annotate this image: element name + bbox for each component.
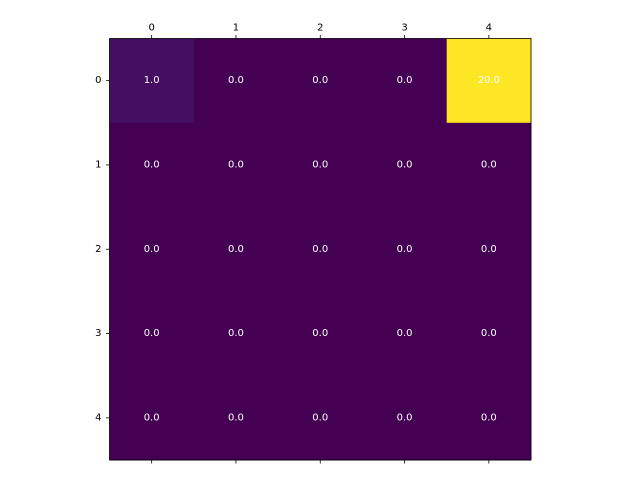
- y-tick-label-3: 3: [95, 328, 101, 339]
- cell-label-1-0: 0.0: [144, 159, 160, 170]
- cell-label-4-2: 0.0: [312, 412, 328, 423]
- heatmap-cell-3-3: [362, 291, 448, 377]
- cell-label-3-1: 0.0: [228, 328, 244, 339]
- heatmap-cell-1-2: [278, 122, 363, 208]
- cell-label-2-1: 0.0: [228, 244, 244, 255]
- cell-label-1-3: 0.0: [397, 159, 413, 170]
- x-tick-label-4: 4: [486, 23, 492, 34]
- x-tick-label-2: 2: [317, 23, 323, 34]
- heatmap-cell-1-3: [362, 122, 448, 208]
- heatmap-cell-3-1: [193, 291, 279, 377]
- heatmap-cell-4-3: [362, 375, 448, 461]
- y-tick-label-2: 2: [95, 244, 101, 255]
- heatmap-cell-0-2: [278, 38, 363, 124]
- axis-ticks: 0 1 2 3 4 0 1 2 3 4: [95, 23, 492, 464]
- heatmap-cell-0-1: [193, 38, 279, 124]
- cell-label-2-3: 0.0: [397, 244, 413, 255]
- x-tick-label-1: 1: [233, 23, 239, 34]
- heatmap-cell-2-1: [193, 207, 279, 292]
- cell-label-4-1: 0.0: [228, 412, 244, 423]
- plot-frame: [109, 38, 532, 461]
- cell-label-4-3: 0.0: [397, 412, 413, 423]
- heatmap-cell-4-0: [109, 375, 195, 461]
- heatmap-cell-3-4: [446, 291, 532, 377]
- heatmap-cell-2-2: [278, 207, 363, 292]
- heatmap-cell-2-3: [362, 207, 448, 292]
- cell-label-0-0: 1.0: [144, 75, 160, 86]
- cell-label-3-4: 0.0: [481, 328, 497, 339]
- cell-label-3-2: 0.0: [312, 328, 328, 339]
- cell-label-2-0: 0.0: [144, 244, 160, 255]
- cell-label-4-0: 0.0: [144, 412, 160, 423]
- heatmap-cell-1-4: [446, 122, 532, 208]
- cell-label-2-4: 0.0: [481, 244, 497, 255]
- cell-label-0-1: 0.0: [228, 75, 244, 86]
- heatmap-cell-4-2: [278, 375, 363, 461]
- heatmap-cells: [109, 38, 532, 461]
- heatmap-cell-4-4: [446, 375, 532, 461]
- cell-label-3-0: 0.0: [144, 328, 160, 339]
- cell-label-0-2: 0.0: [312, 75, 328, 86]
- heatmap-cell-3-2: [278, 291, 363, 377]
- heatmap-cell-1-1: [193, 122, 279, 208]
- cell-label-3-3: 0.0: [397, 328, 413, 339]
- heatmap-cell-2-4: [446, 207, 532, 292]
- cell-label-1-2: 0.0: [312, 159, 328, 170]
- x-tick-label-3: 3: [401, 23, 407, 34]
- heatmap-cell-2-0: [109, 207, 195, 292]
- heatmap-cell-0-0: [109, 38, 195, 124]
- heatmap-cell-0-4: [446, 38, 532, 124]
- cell-label-2-2: 0.0: [312, 244, 328, 255]
- y-tick-label-4: 4: [95, 412, 101, 423]
- cell-label-1-4: 0.0: [481, 159, 497, 170]
- y-tick-label-0: 0: [95, 75, 101, 86]
- cell-label-1-1: 0.0: [228, 159, 244, 170]
- cell-label-0-3: 0.0: [397, 75, 413, 86]
- cell-annotations: 1.0 0.0 0.0 0.0 20.0 0.0 0.0 0.0 0.0 0.0 0.0 0.0 0.0…: [144, 75, 500, 423]
- y-tick-label-1: 1: [95, 159, 101, 170]
- cell-label-4-4: 0.0: [481, 412, 497, 423]
- heatmap-cell-3-0: [109, 291, 195, 377]
- cell-label-0-4: 20.0: [478, 75, 500, 86]
- heatmap-cell-0-3: [362, 38, 448, 124]
- heatmap-cell-4-1: [193, 375, 279, 461]
- heatmap-cell-1-0: [109, 122, 195, 208]
- x-tick-label-0: 0: [148, 23, 154, 34]
